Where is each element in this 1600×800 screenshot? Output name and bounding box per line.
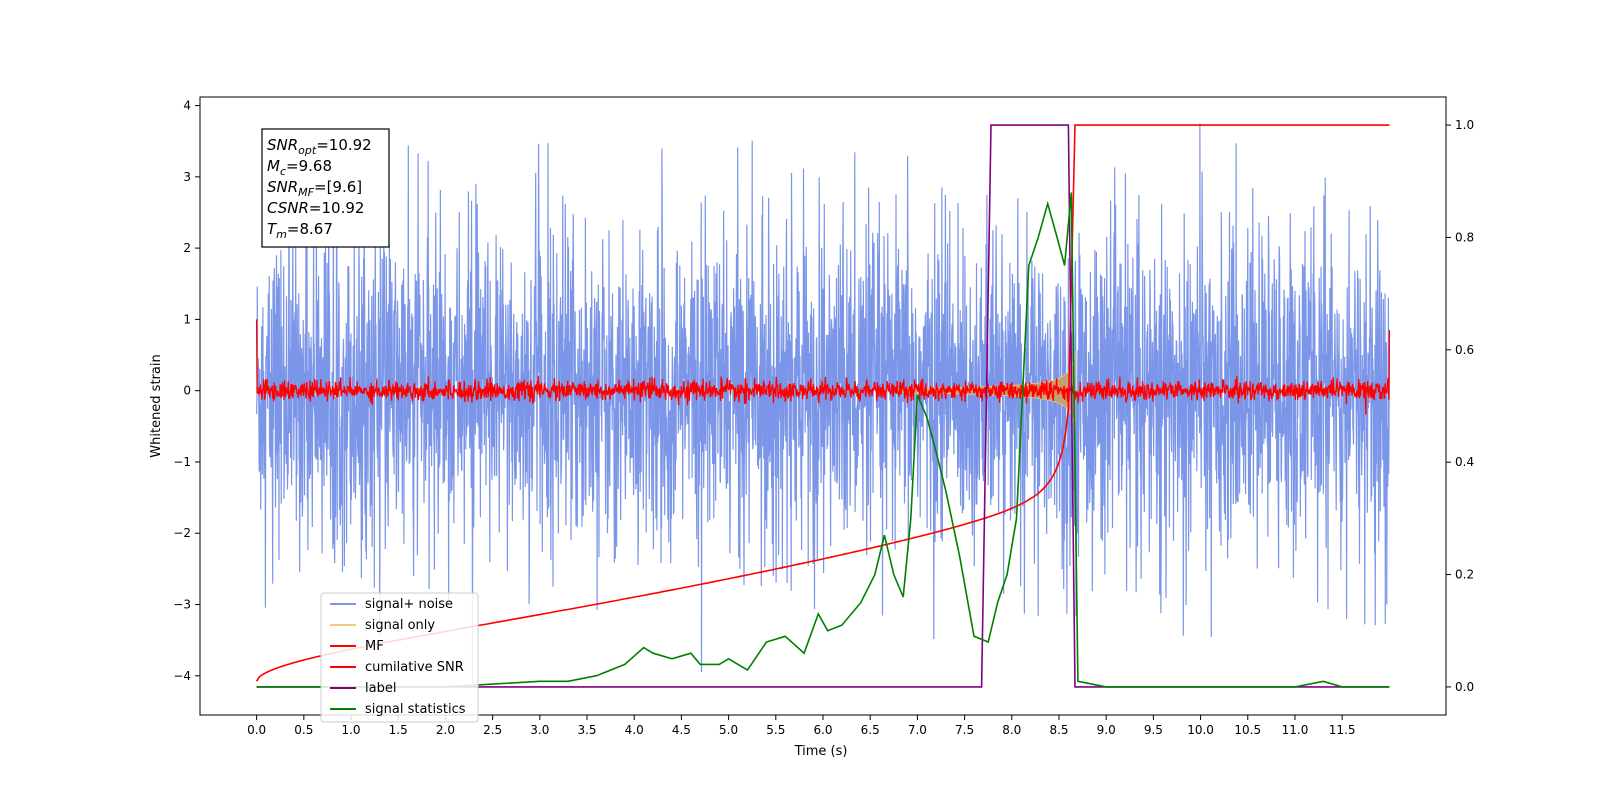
x-tick-label: 2.0 xyxy=(436,723,455,737)
x-tick-label: 7.0 xyxy=(908,723,927,737)
x-tick-label: 6.0 xyxy=(813,723,832,737)
x-tick-label: 9.5 xyxy=(1144,723,1163,737)
y-tick-label-right: 0.0 xyxy=(1455,680,1474,694)
annotation-line: Tm=8.67 xyxy=(267,220,333,241)
legend: signal+ noise signal only MF cumilative SNR… xyxy=(320,592,479,723)
x-axis-label: Time (s) xyxy=(794,744,848,759)
y-tick-label-right: 0.2 xyxy=(1455,568,1474,582)
x-tick-label: 9.0 xyxy=(1097,723,1116,737)
y-tick-label-right: 0.8 xyxy=(1455,230,1474,244)
x-tick-label: 4.5 xyxy=(672,723,691,737)
x-tick-label: 10.0 xyxy=(1187,723,1214,737)
x-tick-label: 8.0 xyxy=(1002,723,1021,737)
x-tick-label: 1.5 xyxy=(389,723,408,737)
x-tick-label: 10.5 xyxy=(1234,723,1261,737)
y-axis-label: Whitened strain xyxy=(149,354,164,457)
annotation-line: SNRopt=10.92 xyxy=(267,136,372,157)
y-tick-label-right: 0.4 xyxy=(1455,455,1474,469)
signal-noise-line xyxy=(256,123,1390,683)
x-tick-label: 6.5 xyxy=(861,723,880,737)
y-tick-label-left: 3 xyxy=(183,170,191,184)
y-tick-label-left: 4 xyxy=(183,99,191,113)
y-tick-label-left: 0 xyxy=(183,384,191,398)
x-tick-label: 5.0 xyxy=(719,723,738,737)
y-tick-label-left: 2 xyxy=(183,241,191,255)
x-tick-label: 3.0 xyxy=(530,723,549,737)
y-tick-label-left: −3 xyxy=(173,598,191,612)
legend-label: signal+ noise xyxy=(365,597,453,612)
y-tick-label-right: 1.0 xyxy=(1455,118,1474,132)
legend-label: MF xyxy=(365,639,384,654)
x-tick-label: 4.0 xyxy=(625,723,644,737)
x-tick-label: 3.5 xyxy=(577,723,596,737)
legend-label: signal statistics xyxy=(365,702,466,717)
x-tick-label: 11.0 xyxy=(1282,723,1309,737)
annotation-line: Mc=9.68 xyxy=(267,157,332,178)
x-tick-label: 0.0 xyxy=(247,723,266,737)
y-tick-label-left: −4 xyxy=(173,669,191,683)
annotation-line: SNRMF=[9.6] xyxy=(267,178,362,199)
legend-label: label xyxy=(365,681,396,696)
annotation-box: SNRopt=10.92Mc=9.68SNRMF=[9.6]CSNR=10.92… xyxy=(261,128,390,248)
x-tick-label: 7.5 xyxy=(955,723,974,737)
signal-statistics-line xyxy=(256,192,1390,688)
x-tick-label: 11.5 xyxy=(1329,723,1356,737)
legend-label: cumilative SNR xyxy=(365,660,464,675)
y-tick-label-left: 1 xyxy=(183,312,191,326)
y-tick-label-left: −1 xyxy=(173,455,191,469)
annotation-line: CSNR=10.92 xyxy=(267,199,364,217)
x-tick-label: 5.5 xyxy=(766,723,785,737)
y-tick-label-right: 0.6 xyxy=(1455,343,1474,357)
x-tick-label: 0.5 xyxy=(294,723,313,737)
legend-frame xyxy=(320,592,479,723)
x-tick-label: 8.5 xyxy=(1049,723,1068,737)
y-tick-label-left: −2 xyxy=(173,526,191,540)
x-tick-label: 2.5 xyxy=(483,723,502,737)
legend-label: signal only xyxy=(365,618,435,633)
mf-line xyxy=(255,319,1391,415)
x-tick-label: 1.0 xyxy=(341,723,360,737)
